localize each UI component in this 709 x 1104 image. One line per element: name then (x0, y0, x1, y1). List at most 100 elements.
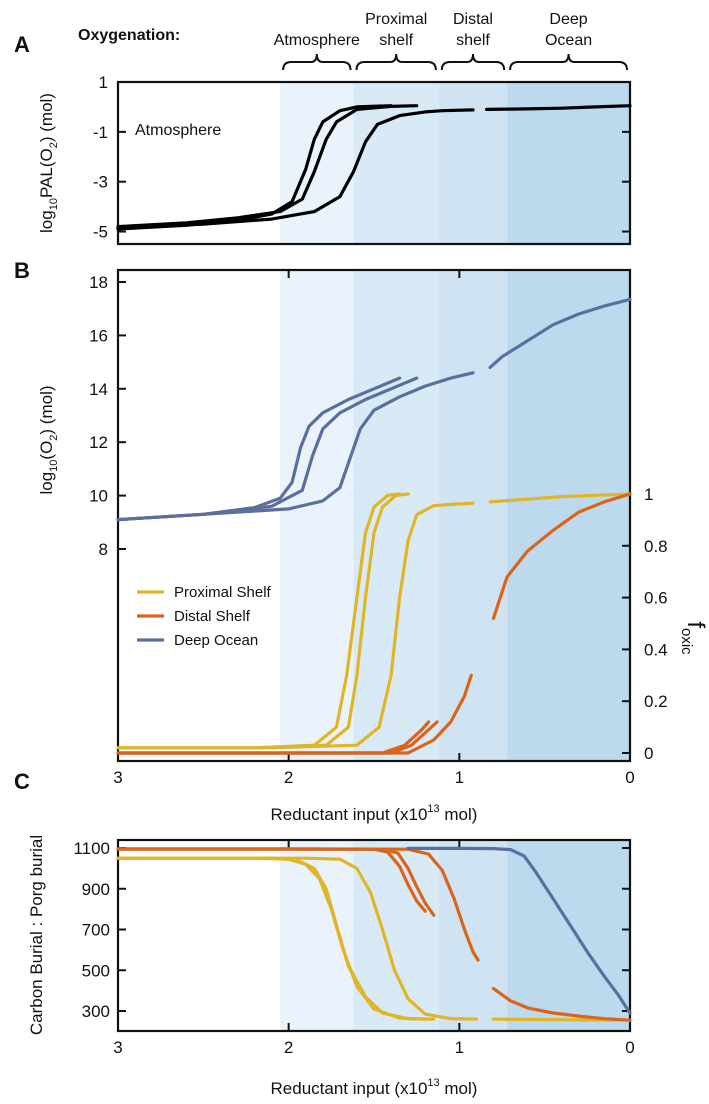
B-yticks-label-3: 14 (89, 380, 108, 399)
B-yticks-label-0: 8 (99, 540, 108, 559)
panel-b-right-label: foxic (678, 621, 709, 655)
C-xticks-label-1: 2 (284, 1038, 293, 1057)
A-series-line-3 (485, 104, 632, 111)
oxygenation-label: Oxygenation: (78, 27, 180, 44)
zone-band-0-2 (280, 840, 354, 1031)
B-rticks-label-2: 0.4 (644, 640, 668, 659)
panel-c-y-label: Carbon Burial : Porg burial (27, 835, 46, 1035)
legend-label-2: Deep Ocean (174, 632, 258, 649)
panel-a-annotation: Atmosphere (135, 122, 221, 139)
panel-c-series (116, 846, 632, 1022)
B-series-line-11 (491, 492, 632, 620)
B-series-line-1 (116, 376, 419, 522)
zone-label-3-1: Ocean (545, 32, 592, 49)
zone-brace-2 (440, 53, 506, 71)
panel-letter-b: B (14, 258, 30, 283)
zone-band-3-2 (507, 840, 630, 1031)
B-rticks-label-0: 0 (644, 744, 653, 763)
A-series-line-2 (116, 108, 475, 230)
C-xticks-label-2: 1 (455, 1038, 464, 1057)
B-xticks-label-2: 1 (455, 768, 464, 787)
C-yticks-label-2: 700 (82, 921, 110, 940)
B-series-line-7 (488, 492, 632, 504)
B-rticks-label-4: 0.8 (644, 537, 668, 556)
C-xticks-label-3: 0 (625, 1038, 634, 1057)
B-series-line-2 (116, 371, 475, 522)
C-yticks-label-1: 500 (82, 961, 110, 980)
zone-bands (280, 82, 630, 1031)
panel-b-y-label: log10(O2) (mol) (37, 385, 60, 494)
svg-text:foxic: foxic (678, 621, 709, 655)
B-yticks-label-1: 10 (89, 487, 108, 506)
C-series-line-8 (406, 846, 632, 1015)
B-rticks-label-1: 0.2 (644, 692, 668, 711)
B-xticks-label-1: 2 (284, 768, 293, 787)
A-yticks-label-0: 1 (99, 73, 108, 92)
B-series-line-3 (488, 297, 632, 369)
panel-a-y-label: log10PAL(O2) (mol) (37, 93, 60, 233)
A-yticks-label-2: -3 (93, 173, 108, 192)
C-series-line-2 (116, 856, 478, 1021)
C-yticks-label-4: 1100 (73, 839, 110, 858)
C-series-line-7 (491, 987, 632, 1022)
C-series-line-6 (116, 847, 480, 962)
legend-label-1: Distal Shelf (174, 608, 251, 625)
C-yticks-label-3: 900 (82, 880, 110, 899)
zone-band-2-0 (438, 82, 508, 244)
zone-band-1-1 (353, 270, 439, 761)
A-yticks-label-1: -1 (93, 123, 108, 142)
B-yticks-label-4: 16 (89, 326, 108, 345)
A-yticks-label-3: -5 (93, 223, 108, 242)
zone-headers: Atmosphere Proximal shelf Distal shelf Deep Oc… (274, 11, 628, 71)
B-series-line-10 (116, 673, 473, 755)
B-yticks-label-5: 18 (89, 273, 108, 292)
B-xticks-label-0: 3 (113, 768, 122, 787)
zone-band-1-2 (353, 840, 439, 1031)
panel-c-frame (116, 838, 632, 1033)
A-series-line-1 (116, 104, 419, 229)
B-series-line-6 (116, 501, 475, 750)
panel-b-right-ticks: 0 0.2 0.4 0.6 0.8 1 (622, 485, 668, 763)
panel-letter-c: C (14, 769, 30, 794)
panel-c-y-ticks: 300 500 700 900 1100 (73, 839, 630, 1021)
zone-brace-1 (355, 53, 437, 71)
panel-b-x-ticks: 3 2 1 0 (113, 270, 635, 787)
panel-b-legend: Proximal Shelf Distal Shelf Deep Ocean (137, 584, 272, 649)
zone-band-0-1 (280, 270, 354, 761)
zone-label-2-1: shelf (456, 32, 490, 49)
C-xticks-label-0: 3 (113, 1038, 122, 1057)
zone-label-0-0: Atmosphere (274, 32, 360, 49)
panel-c-x-ticks: 3 2 1 0 (113, 840, 635, 1057)
zone-band-3-1 (507, 270, 630, 761)
B-rticks-label-3: 0.6 (644, 589, 668, 608)
zone-label-2-0: Distal (453, 11, 493, 28)
panel-a-frame (116, 80, 632, 246)
zone-label-1-0: Proximal (365, 11, 427, 28)
panel-a-series (116, 104, 632, 231)
panel-c-x-label: Reductant input (x1013 mol) (271, 1077, 478, 1098)
zone-band-2-2 (438, 840, 508, 1031)
B-rticks-label-5: 1 (644, 485, 653, 504)
C-yticks-label-0: 300 (82, 1002, 110, 1021)
B-yticks-label-2: 12 (89, 433, 108, 452)
zone-label-3-0: Deep (549, 11, 587, 28)
panel-b-left-ticks: 8 10 12 14 16 18 (89, 273, 126, 559)
panel-a-y-ticks: 1 -1 -3 -5 (93, 73, 630, 242)
zone-band-2-1 (438, 270, 508, 761)
zone-label-1-1: shelf (379, 32, 413, 49)
svg-text:log10(O2) (mol): log10(O2) (mol) (37, 385, 60, 494)
panel-c: 300 500 700 900 1100 3 2 1 0 Carbon Burial : Po… (27, 835, 635, 1098)
legend-label-0: Proximal Shelf (174, 584, 272, 601)
svg-text:Carbon Burial : Porg burial: Carbon Burial : Porg burial (27, 835, 46, 1035)
panel-b-series (116, 297, 632, 755)
panel-a: 1 -1 -3 -5 Atmosphere log10PAL(O2) (mol) (37, 73, 632, 246)
panel-b-x-label: Reductant input (x1013 mol) (271, 803, 478, 824)
svg-text:log10PAL(O2) (mol): log10PAL(O2) (mol) (37, 93, 60, 233)
B-xticks-label-3: 0 (625, 768, 634, 787)
zone-brace-0 (282, 53, 352, 71)
zone-brace-3 (509, 53, 628, 71)
panel-b-frame (116, 268, 632, 763)
panel-letter-a: A (14, 32, 30, 57)
